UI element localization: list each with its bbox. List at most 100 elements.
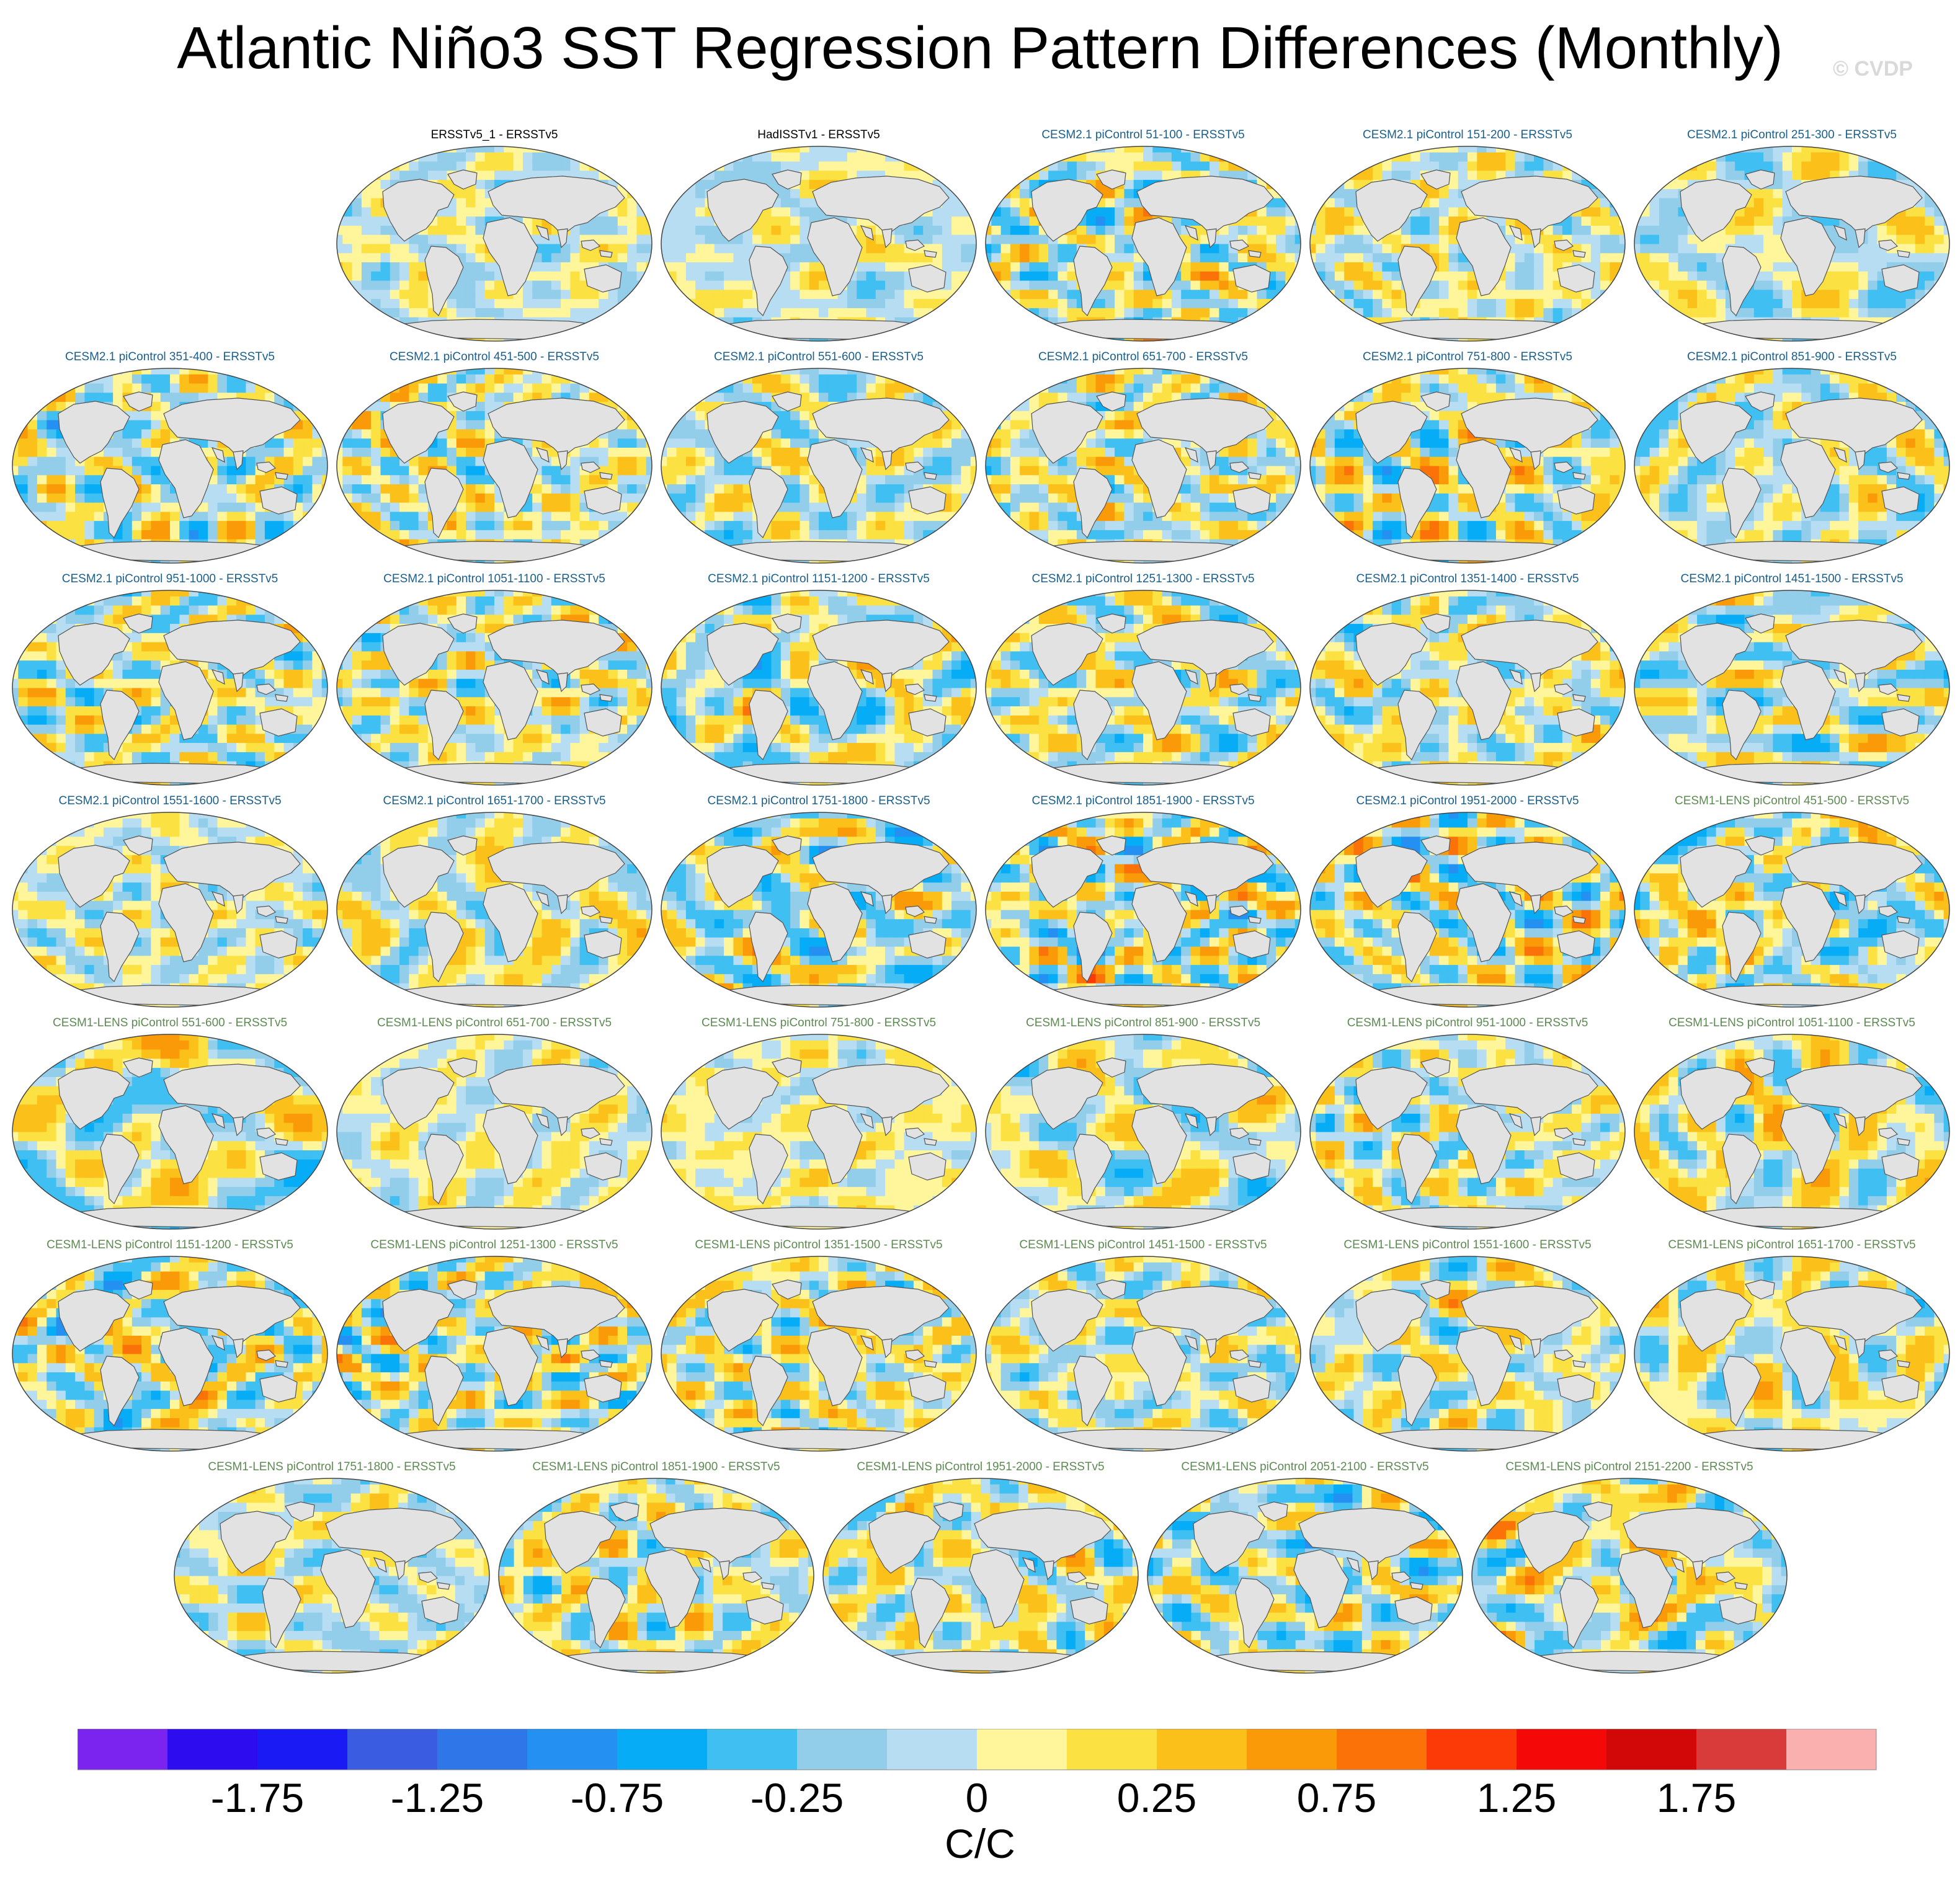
map-panel: CESM1-LENS piControl 551-600 - ERSSTv5 <box>9 1015 331 1237</box>
panel-title: CESM2.1 piControl 1051-1100 - ERSSTv5 <box>333 571 656 587</box>
sst-map <box>985 146 1301 342</box>
panel-title: CESM1-LENS piControl 1351-1500 - ERSSTv5 <box>657 1237 980 1253</box>
colorbar-tick-label: 0 <box>966 1775 989 1816</box>
land-mask <box>1355 1279 1598 1450</box>
colorbar-tick-label: 0.75 <box>1297 1775 1376 1816</box>
panel-title: CESM2.1 piControl 451-500 - ERSSTv5 <box>333 349 656 365</box>
land-mask <box>382 1057 625 1228</box>
colorbar-box <box>347 1729 438 1770</box>
colorbar: -1.75 -1.25 -0.75 -0.25 0 0.25 0.75 1.25 1.75 <box>78 1729 1877 1816</box>
land-mask <box>706 169 950 340</box>
panel-title: CESM2.1 piControl 151-200 - ERSSTv5 <box>1306 127 1629 143</box>
sst-map <box>1634 1034 1950 1230</box>
sst-map <box>661 1034 977 1230</box>
colorbar-box <box>167 1729 258 1770</box>
colorbar-box <box>1157 1729 1247 1770</box>
colorbar-box <box>1247 1729 1337 1770</box>
map-panel: CESM2.1 piControl 51-100 - ERSSTv5 <box>982 127 1304 349</box>
sst-map <box>661 812 977 1008</box>
map-panel-grid: ERSSTv5_1 - ERSSTv5 HadISSTv1 - ERSSTv5 CE… <box>9 127 1953 1674</box>
map-panel: CESM1-LENS piControl 951-1000 - ERSSTv5 <box>1306 1015 1629 1237</box>
panel-title: CESM1-LENS piControl 2051-2100 - ERSSTv5 <box>1144 1459 1466 1475</box>
map-panel: CESM2.1 piControl 1251-1300 - ERSSTv5 <box>982 571 1304 793</box>
sst-map <box>1634 1256 1950 1452</box>
panel-title: CESM1-LENS piControl 1951-2000 - ERSSTv5 <box>819 1459 1142 1475</box>
panel-title: CESM2.1 piControl 1851-1900 - ERSSTv5 <box>982 793 1304 809</box>
sst-map <box>12 1256 328 1452</box>
panel-title: CESM2.1 piControl 1551-1600 - ERSSTv5 <box>9 793 331 809</box>
sst-map <box>1309 146 1626 342</box>
sst-map <box>822 1478 1139 1674</box>
map-panel: CESM1-LENS piControl 851-900 - ERSSTv5 <box>982 1015 1304 1237</box>
land-mask <box>1680 835 1923 1006</box>
panel-title: CESM2.1 piControl 1651-1700 - ERSSTv5 <box>333 793 656 809</box>
sst-map <box>12 368 328 564</box>
sst-map <box>1147 1478 1463 1674</box>
map-panel: CESM1-LENS piControl 1851-1900 - ERSSTv5 <box>495 1459 817 1681</box>
map-panel: CESM2.1 piControl 851-900 - ERSSTv5 <box>1631 349 1953 571</box>
land-mask <box>706 1057 950 1228</box>
land-mask <box>706 835 950 1006</box>
sst-map <box>661 1256 977 1452</box>
land-mask <box>1031 835 1274 1006</box>
land-mask <box>382 1279 625 1450</box>
land-mask <box>1031 391 1274 562</box>
colorbar-box <box>1337 1729 1427 1770</box>
colorbar-box <box>617 1729 708 1770</box>
panel-title: CESM2.1 piControl 951-1000 - ERSSTv5 <box>9 571 331 587</box>
sst-map <box>498 1478 814 1674</box>
land-mask <box>706 391 950 562</box>
land-mask <box>58 613 301 784</box>
sst-map <box>1471 1478 1788 1674</box>
map-panel: CESM1-LENS piControl 1351-1500 - ERSSTv5 <box>657 1237 980 1459</box>
panel-title: CESM1-LENS piControl 1651-1700 - ERSSTv5 <box>1631 1237 1953 1253</box>
sst-map <box>12 1034 328 1230</box>
colorbar-box <box>1696 1729 1787 1770</box>
colorbar-box <box>1517 1729 1607 1770</box>
map-panel: CESM2.1 piControl 251-300 - ERSSTv5 <box>1631 127 1953 349</box>
panel-title: CESM1-LENS piControl 1751-1800 - ERSSTv5 <box>171 1459 493 1475</box>
colorbar-tick-label: -0.75 <box>571 1775 664 1816</box>
sst-map <box>12 590 328 786</box>
land-mask <box>58 391 301 562</box>
map-panel: CESM1-LENS piControl 451-500 - ERSSTv5 <box>1631 793 1953 1015</box>
land-mask <box>868 1501 1111 1672</box>
sst-map <box>336 590 653 786</box>
map-panel: CESM2.1 piControl 1151-1200 - ERSSTv5 <box>657 571 980 793</box>
colorbar-box <box>887 1729 978 1770</box>
map-panel: CESM1-LENS piControl 1551-1600 - ERSSTv5 <box>1306 1237 1629 1459</box>
colorbar-units-label: C/C <box>0 1820 1960 1867</box>
cvdp-watermark: © CVDP <box>1833 57 1913 81</box>
map-panel: CESM1-LENS piControl 751-800 - ERSSTv5 <box>657 1015 980 1237</box>
colorbar-box <box>1067 1729 1157 1770</box>
map-panel: CESM1-LENS piControl 1951-2000 - ERSSTv5 <box>819 1459 1142 1681</box>
panel-title: HadISSTv1 - ERSSTv5 <box>657 127 980 143</box>
land-mask <box>1031 613 1274 784</box>
map-panel: CESM1-LENS piControl 2051-2100 - ERSSTv5 <box>1144 1459 1466 1681</box>
colorbar-box <box>1786 1729 1877 1770</box>
map-panel: HadISSTv1 - ERSSTv5 <box>657 127 980 349</box>
map-panel: CESM1-LENS piControl 1151-1200 - ERSSTv5 <box>9 1237 331 1459</box>
colorbar-tick-label: 0.25 <box>1117 1775 1196 1816</box>
panel-title: CESM2.1 piControl 1151-1200 - ERSSTv5 <box>657 571 980 587</box>
sst-map <box>1309 590 1626 786</box>
colorbar-box <box>257 1729 348 1770</box>
map-panel: CESM2.1 piControl 351-400 - ERSSTv5 <box>9 349 331 571</box>
colorbar-box <box>527 1729 618 1770</box>
panel-title: CESM2.1 piControl 851-900 - ERSSTv5 <box>1631 349 1953 365</box>
panel-title: CESM1-LENS piControl 1851-1900 - ERSSTv5 <box>495 1459 817 1475</box>
sst-map <box>985 368 1301 564</box>
map-panel: CESM1-LENS piControl 2151-2200 - ERSSTv5 <box>1468 1459 1791 1681</box>
map-panel: CESM2.1 piControl 1551-1600 - ERSSTv5 <box>9 793 331 1015</box>
map-panel: CESM2.1 piControl 1451-1500 - ERSSTv5 <box>1631 571 1953 793</box>
sst-map <box>1634 812 1950 1008</box>
colorbar-box <box>1427 1729 1517 1770</box>
land-mask <box>220 1501 463 1672</box>
sst-map <box>336 812 653 1008</box>
map-panel: CESM1-LENS piControl 1251-1300 - ERSSTv5 <box>333 1237 656 1459</box>
map-panel: CESM2.1 piControl 1951-2000 - ERSSTv5 <box>1306 793 1629 1015</box>
map-panel: CESM2.1 piControl 1851-1900 - ERSSTv5 <box>982 793 1304 1015</box>
land-mask <box>1517 1501 1760 1672</box>
land-mask <box>382 391 625 562</box>
map-panel: CESM1-LENS piControl 1051-1100 - ERSSTv5 <box>1631 1015 1953 1237</box>
